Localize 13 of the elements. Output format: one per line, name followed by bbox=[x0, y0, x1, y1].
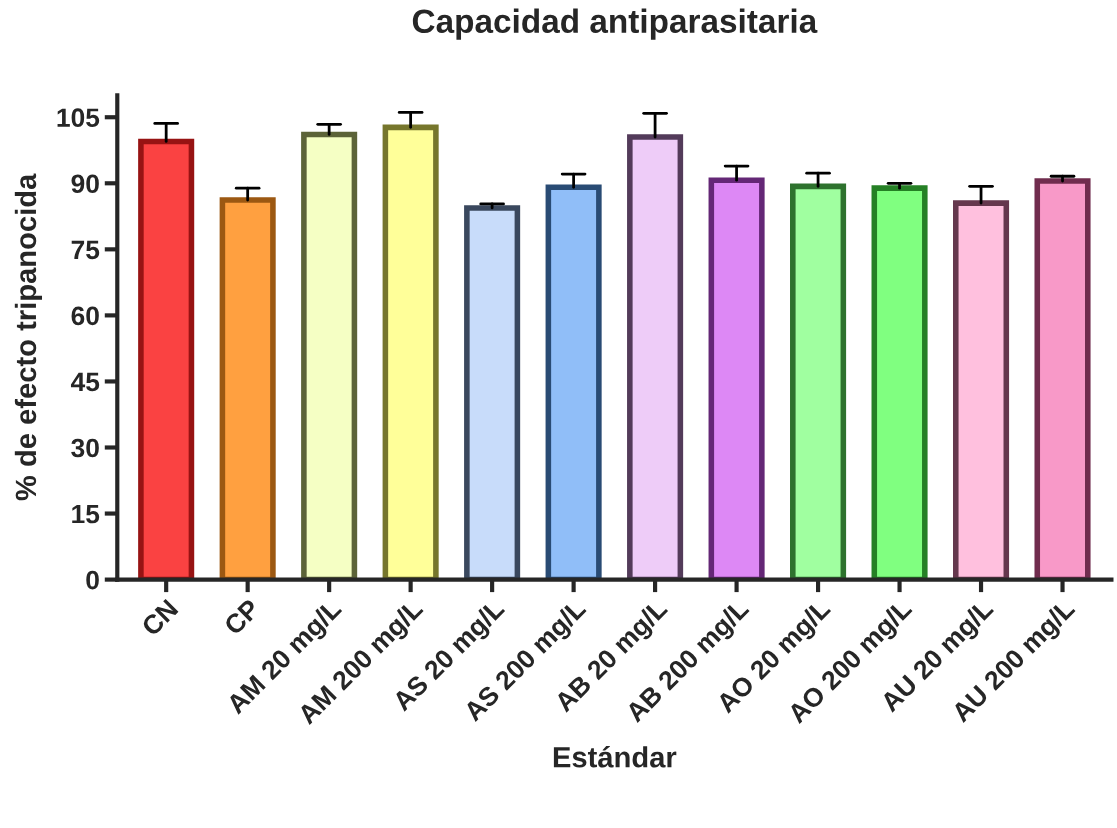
x-tick-label: CN bbox=[140, 598, 179, 637]
y-tick-label: 30 bbox=[71, 438, 99, 458]
y-tick-label: 90 bbox=[71, 174, 99, 194]
y-tick-label: 105 bbox=[57, 108, 100, 128]
x-axis-title: Estándar bbox=[553, 745, 677, 768]
y-tick-label: 0 bbox=[86, 570, 99, 590]
y-axis-title: % de efecto tripanocida bbox=[14, 173, 43, 501]
x-tick-label: CP bbox=[223, 598, 261, 636]
y-tick-label: 75 bbox=[71, 240, 100, 260]
chart-title: Capacidad antiparasitaria bbox=[412, 8, 818, 40]
y-tick-label: 15 bbox=[72, 504, 100, 524]
y-tick-label: 60 bbox=[71, 306, 99, 326]
y-tick-label: 45 bbox=[70, 372, 100, 392]
